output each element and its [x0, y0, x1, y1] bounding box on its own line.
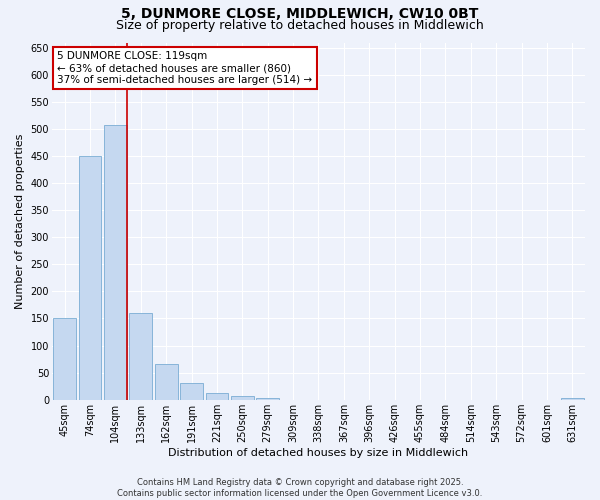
Bar: [53, 318, 76, 400]
Text: Size of property relative to detached houses in Middlewich: Size of property relative to detached ho…: [116, 18, 484, 32]
X-axis label: Distribution of detached houses by size in Middlewich: Distribution of detached houses by size …: [169, 448, 469, 458]
Bar: [206, 393, 229, 400]
Bar: [256, 398, 279, 400]
Text: 5, DUNMORE CLOSE, MIDDLEWICH, CW10 0BT: 5, DUNMORE CLOSE, MIDDLEWICH, CW10 0BT: [121, 8, 479, 22]
Text: 5 DUNMORE CLOSE: 119sqm
← 63% of detached houses are smaller (860)
37% of semi-d: 5 DUNMORE CLOSE: 119sqm ← 63% of detache…: [57, 52, 313, 84]
Bar: [180, 384, 203, 400]
Y-axis label: Number of detached properties: Number of detached properties: [15, 134, 25, 309]
Bar: [155, 364, 178, 400]
Bar: [104, 125, 127, 400]
Bar: [561, 398, 584, 400]
Bar: [130, 313, 152, 400]
Bar: [231, 396, 254, 400]
Text: Contains HM Land Registry data © Crown copyright and database right 2025.
Contai: Contains HM Land Registry data © Crown c…: [118, 478, 482, 498]
Bar: [79, 156, 101, 400]
